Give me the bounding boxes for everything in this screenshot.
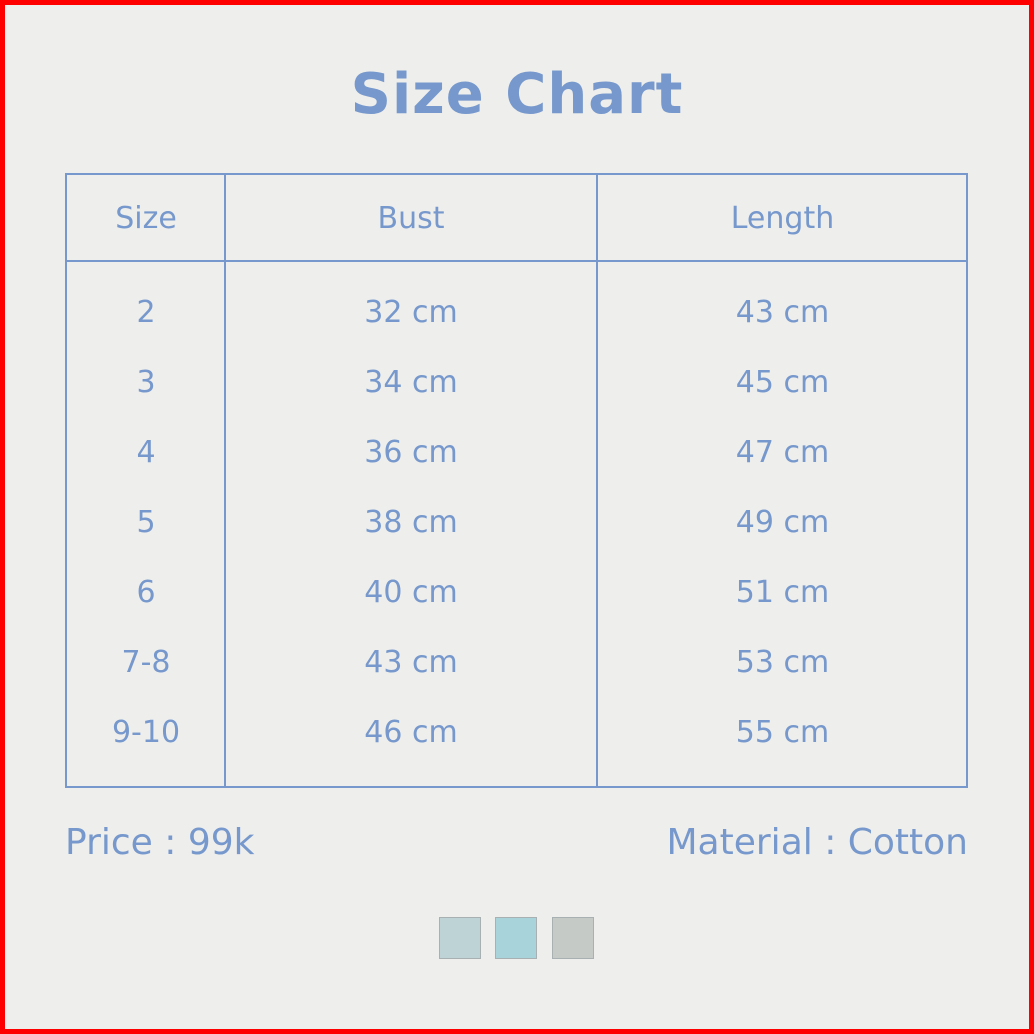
- cell-length: 47 cm: [735, 435, 830, 470]
- page-title: Size Chart: [350, 62, 684, 127]
- cell-length: 51 cm: [735, 575, 830, 610]
- color-swatch[interactable]: [439, 917, 481, 959]
- header-bust: Bust: [377, 201, 445, 236]
- cell-bust: 46 cm: [364, 715, 458, 750]
- cell-bust: 32 cm: [364, 295, 458, 330]
- cell-bust: 43 cm: [364, 645, 458, 680]
- cell-bust: 40 cm: [364, 575, 458, 610]
- cell-size: 4: [136, 435, 156, 470]
- header-size: Size: [115, 201, 177, 236]
- cell-size: 6: [136, 575, 156, 610]
- cell-length: 43 cm: [735, 295, 830, 330]
- price-label: Price : 99k: [65, 822, 255, 863]
- cell-bust: 36 cm: [364, 435, 458, 470]
- cell-length: 53 cm: [735, 645, 830, 680]
- column-divider: [224, 175, 226, 786]
- color-swatch[interactable]: [495, 917, 537, 959]
- size-table: Size Bust Length 2 32 cm 43 cm 3 34 cm 45 cm 4…: [65, 173, 968, 788]
- color-swatch[interactable]: [552, 917, 594, 959]
- material-label: Material : Cotton: [666, 822, 969, 863]
- cell-size: 5: [136, 505, 156, 540]
- cell-size: 9-10: [111, 715, 181, 750]
- header-divider: [67, 260, 966, 262]
- cell-length: 55 cm: [735, 715, 830, 750]
- cell-length: 49 cm: [735, 505, 830, 540]
- cell-bust: 38 cm: [364, 505, 458, 540]
- header-length: Length: [730, 201, 835, 236]
- column-divider: [596, 175, 598, 786]
- cell-bust: 34 cm: [364, 365, 458, 400]
- cell-size: 2: [136, 295, 156, 330]
- cell-size: 7-8: [121, 645, 171, 680]
- cell-length: 45 cm: [735, 365, 830, 400]
- cell-size: 3: [136, 365, 156, 400]
